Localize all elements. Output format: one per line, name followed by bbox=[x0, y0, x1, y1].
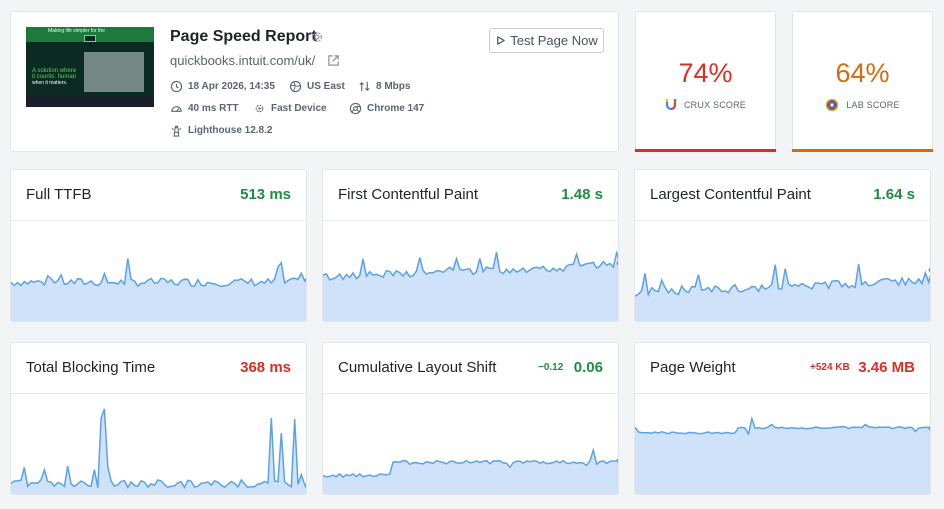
thumbnail-taskbar bbox=[26, 95, 154, 107]
sparkline-last-point bbox=[616, 458, 618, 463]
lab-score-underline bbox=[792, 149, 933, 152]
metric-divider bbox=[635, 393, 930, 394]
sparkline-last-point bbox=[616, 260, 618, 266]
sparkline-line bbox=[323, 447, 618, 479]
meta-bandwidth-text: 8 Mbps bbox=[376, 81, 411, 92]
meta-rtt-text: 40 ms RTT bbox=[188, 103, 239, 114]
sparkline-area bbox=[635, 264, 930, 321]
thumbnail-green-text: A solution where it counts: human bbox=[32, 68, 77, 80]
crux-score-label-row: CRUX SCORE bbox=[636, 98, 775, 111]
metric-value: 1.64 s bbox=[873, 186, 915, 203]
metric-card-lcp[interactable]: Largest Contentful Paint 1.64 s bbox=[634, 169, 931, 322]
report-card: Making life simpler for the A solution w… bbox=[10, 11, 619, 152]
page-title: Page Speed Report bbox=[170, 28, 317, 45]
chrome-icon bbox=[349, 102, 362, 115]
metric-card-page-weight[interactable]: Page Weight +524 KB 3.46 MB bbox=[634, 342, 931, 495]
meta-browser-text: Chrome 147 bbox=[367, 103, 425, 114]
metric-value: 0.06 bbox=[573, 359, 603, 376]
sparkline-last-point bbox=[928, 267, 930, 273]
sparkline-line bbox=[11, 408, 306, 490]
lab-score-label: LAB SCORE bbox=[846, 100, 900, 110]
crux-score-card[interactable]: 74% CRUX SCORE bbox=[635, 11, 776, 152]
metric-value: 368 ms bbox=[240, 359, 291, 376]
lab-score-card[interactable]: 64% LAB SCORE bbox=[792, 11, 933, 152]
meta-rtt: 40 ms RTT bbox=[170, 102, 239, 115]
page-url[interactable]: quickbooks.intuit.com/uk/ bbox=[170, 53, 316, 68]
meta-lighthouse: Lighthouse 12.8.2 bbox=[170, 124, 272, 137]
thumbnail-nav-band bbox=[26, 27, 154, 42]
cpu-icon bbox=[255, 104, 264, 113]
meta-device-text: Fast Device bbox=[271, 103, 327, 114]
meta-lighthouse-text: Lighthouse 12.8.2 bbox=[188, 125, 273, 136]
metric-sparkline bbox=[11, 408, 306, 494]
thumbnail-white-text: when it matters. bbox=[32, 80, 68, 86]
metric-delta: +524 KB bbox=[810, 362, 850, 373]
metric-name: First Contentful Paint bbox=[338, 186, 479, 203]
meta-date-text: 18 Apr 2026, 14:35 bbox=[188, 81, 275, 92]
crux-score-underline bbox=[635, 149, 776, 152]
metric-divider bbox=[323, 220, 618, 221]
bandwidth-icon bbox=[359, 81, 370, 92]
metric-card-tbt[interactable]: Total Blocking Time 368 ms bbox=[10, 342, 307, 495]
metric-divider bbox=[635, 220, 930, 221]
metric-name: Cumulative Layout Shift bbox=[338, 359, 497, 376]
metric-value: 513 ms bbox=[240, 186, 291, 203]
gauge-icon bbox=[171, 106, 182, 112]
clock-icon bbox=[170, 80, 183, 93]
thumbnail-heading: Making life simpler for the bbox=[48, 28, 105, 34]
crux-score-label: CRUX SCORE bbox=[683, 99, 746, 110]
metric-divider bbox=[11, 220, 306, 221]
metric-card-fcp[interactable]: First Contentful Paint 1.48 s bbox=[322, 169, 619, 322]
crux-score-value: 74% bbox=[678, 58, 733, 88]
metric-card-cls[interactable]: Cumulative Layout Shift −0.12 0.06 bbox=[322, 342, 619, 495]
metric-value: 3.46 MB bbox=[858, 359, 915, 376]
meta-date: 18 Apr 2026, 14:35 bbox=[170, 80, 275, 93]
sparkline-area bbox=[323, 252, 618, 321]
sparkline-line bbox=[11, 258, 306, 288]
sparkline-area bbox=[11, 258, 306, 321]
meta-browser: Chrome 147 bbox=[349, 102, 424, 115]
crux-logo-icon bbox=[665, 99, 677, 111]
meta-device: Fast Device bbox=[253, 102, 327, 115]
meta-location-text: US East bbox=[307, 81, 345, 92]
lab-score-value: 64% bbox=[835, 58, 890, 88]
metric-sparkline bbox=[323, 249, 618, 321]
metric-name: Total Blocking Time bbox=[26, 359, 156, 376]
sparkline-last-point bbox=[928, 426, 930, 431]
external-link-icon[interactable] bbox=[327, 54, 340, 67]
page-screenshot-thumbnail[interactable]: Making life simpler for the A solution w… bbox=[26, 27, 154, 107]
sparkline-last-point bbox=[304, 277, 306, 283]
play-icon bbox=[497, 36, 506, 45]
lab-score-label-row: LAB SCORE bbox=[793, 98, 932, 112]
lab-logo-icon bbox=[826, 98, 839, 112]
metric-card-full-ttfb[interactable]: Full TTFB 513 ms bbox=[10, 169, 307, 322]
sparkline-area bbox=[11, 408, 306, 494]
metric-name: Largest Contentful Paint bbox=[650, 186, 811, 203]
globe-icon bbox=[289, 80, 302, 93]
thumbnail-ui-mockup bbox=[84, 52, 144, 92]
lighthouse-icon bbox=[171, 125, 182, 137]
metric-sparkline bbox=[635, 415, 930, 494]
metric-sparkline bbox=[635, 263, 930, 321]
sparkline-line bbox=[635, 415, 930, 437]
meta-location: US East bbox=[289, 80, 345, 93]
metric-sparkline bbox=[11, 258, 306, 321]
metric-delta: −0.12 bbox=[538, 362, 564, 373]
test-page-now-button[interactable]: Test Page Now bbox=[489, 28, 604, 53]
metric-name: Page Weight bbox=[650, 359, 736, 376]
metric-divider bbox=[323, 393, 618, 394]
sparkline-area bbox=[635, 418, 930, 494]
meta-bandwidth: 8 Mbps bbox=[358, 80, 410, 93]
thumbnail-button bbox=[84, 35, 96, 42]
sparkline-line bbox=[323, 249, 618, 281]
metric-name: Full TTFB bbox=[26, 186, 92, 203]
sparkline-line bbox=[635, 263, 930, 298]
test-page-now-label: Test Page Now bbox=[510, 33, 598, 48]
gear-icon[interactable] bbox=[310, 30, 324, 44]
metric-sparkline bbox=[323, 447, 618, 494]
sparkline-area bbox=[323, 450, 618, 494]
metric-divider bbox=[11, 393, 306, 394]
sparkline-last-point bbox=[304, 483, 306, 489]
metric-value: 1.48 s bbox=[561, 186, 603, 203]
